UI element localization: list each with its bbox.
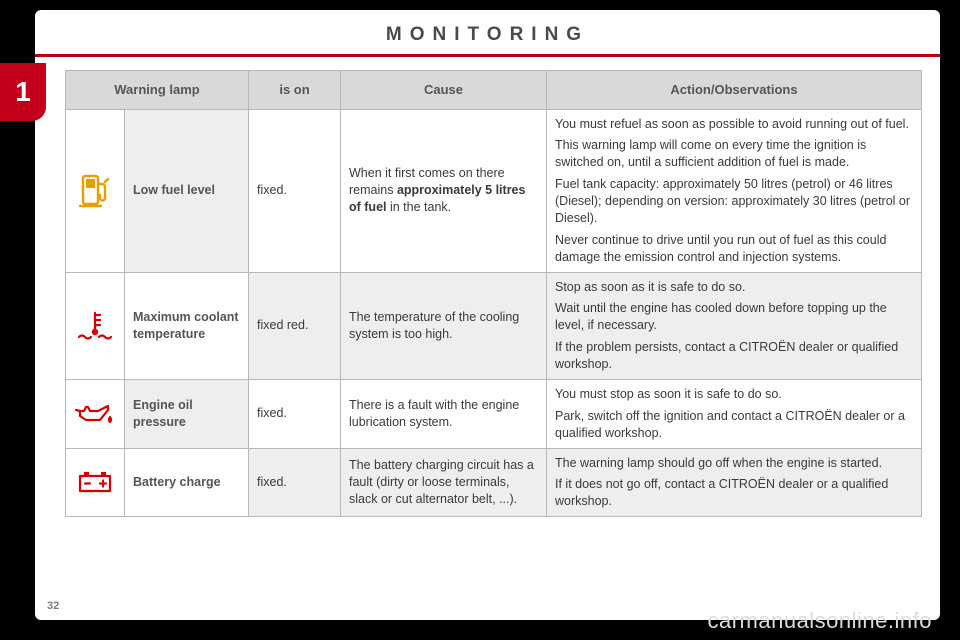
action-text: You must stop as soon it is safe to do s… [555, 386, 913, 403]
col-header-cause: Cause [341, 71, 547, 110]
warning-name: Battery charge [125, 448, 249, 517]
is-on-cell: fixed red. [249, 272, 341, 379]
table-row: Engine oil pressure fixed. There is a fa… [66, 379, 922, 448]
table-row: Low fuel level fixed. When it first come… [66, 109, 922, 272]
section-tab: 1 [0, 63, 46, 121]
icon-cell [66, 272, 125, 379]
warning-name: Maximum coolant temperature [125, 272, 249, 379]
action-text: You must refuel as soon as possible to a… [555, 116, 913, 133]
oil-can-icon [74, 401, 116, 427]
battery-icon [76, 469, 114, 495]
cause-text: in the tank. [387, 200, 452, 214]
heading-underline [35, 54, 940, 57]
warning-name: Engine oil pressure [125, 379, 249, 448]
action-text: Wait until the engine has cooled down be… [555, 300, 913, 334]
action-text: This warning lamp will come on every tim… [555, 137, 913, 171]
fuel-pump-icon [78, 172, 112, 210]
table-header-row: Warning lamp is on Cause Action/Observat… [66, 71, 922, 110]
action-cell: Stop as soon as it is safe to do so. Wai… [547, 272, 922, 379]
action-text: If it does not go off, contact a CITROËN… [555, 476, 913, 510]
action-text: Never continue to drive until you run ou… [555, 232, 913, 266]
cause-cell: When it first comes on there remains app… [341, 109, 547, 272]
cause-cell: There is a fault with the engine lubrica… [341, 379, 547, 448]
action-text: If the problem persists, contact a CITRO… [555, 339, 913, 373]
coolant-temp-icon [75, 309, 115, 343]
action-text: Park, switch off the ignition and contac… [555, 408, 913, 442]
action-cell: You must refuel as soon as possible to a… [547, 109, 922, 272]
manual-page: MONITORING Warning lamp is on Cause Acti… [35, 10, 940, 620]
is-on-cell: fixed. [249, 448, 341, 517]
is-on-cell: fixed. [249, 379, 341, 448]
action-text: Stop as soon as it is safe to do so. [555, 279, 913, 296]
icon-cell [66, 448, 125, 517]
table-row: Battery charge fixed. The battery chargi… [66, 448, 922, 517]
action-text: The warning lamp should go off when the … [555, 455, 913, 472]
warning-lamp-table: Warning lamp is on Cause Action/Observat… [65, 70, 922, 517]
warning-name: Low fuel level [125, 109, 249, 272]
page-number: 32 [47, 600, 59, 612]
icon-cell [66, 379, 125, 448]
action-cell: You must stop as soon it is safe to do s… [547, 379, 922, 448]
col-header-action: Action/Observations [547, 71, 922, 110]
action-text: Fuel tank capacity: approximately 50 lit… [555, 176, 913, 227]
action-cell: The warning lamp should go off when the … [547, 448, 922, 517]
col-header-warning-lamp: Warning lamp [66, 71, 249, 110]
is-on-cell: fixed. [249, 109, 341, 272]
cause-cell: The battery charging circuit has a fault… [341, 448, 547, 517]
watermark: carmanualsonline.info [707, 608, 932, 634]
table-row: Maximum coolant temperature fixed red. T… [66, 272, 922, 379]
icon-cell [66, 109, 125, 272]
page-heading: MONITORING [35, 10, 940, 46]
col-header-is-on: is on [249, 71, 341, 110]
cause-cell: The temperature of the cooling system is… [341, 272, 547, 379]
